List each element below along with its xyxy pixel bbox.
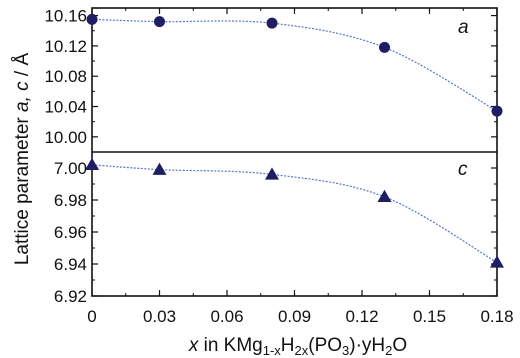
panel-c-data-point (152, 162, 167, 175)
panel-a-data-point (491, 105, 503, 117)
x-axis-title: x in KMg1-xH2x(PO3)·yH2O (188, 335, 407, 358)
x-tick-label: 0 (87, 307, 96, 326)
x-axis-title-sub-1: 1-x (263, 343, 282, 358)
x-tick-label: 0.18 (480, 307, 513, 326)
panel-a-data-point (266, 17, 278, 29)
fit-curves (91, 18, 498, 263)
panel-c-tag: c (458, 159, 468, 180)
ticks (91, 8, 498, 297)
x-axis-title-var: x (188, 335, 200, 356)
panel-a-y-tick-label: 10.16 (44, 7, 87, 26)
panel-c-y-tick-label: 6.96 (54, 223, 87, 242)
panel-c-data-point (265, 167, 279, 180)
panel-a-data-point (379, 41, 390, 53)
x-axis-title-sub-2: 2x (295, 343, 309, 358)
panel-a-data-point (86, 13, 98, 25)
axes (91, 7, 498, 297)
x-axis-title-formula-4: )·yH (349, 335, 385, 356)
panel-a-tag: a (458, 17, 469, 38)
data-markers (85, 13, 504, 268)
panel-a-y-tick-label: 10.04 (44, 98, 87, 117)
y-axis-title-params: a, c (12, 81, 33, 112)
panel-c-data-point (85, 157, 99, 171)
x-tick-label: 0.15 (413, 307, 446, 326)
x-axis-title-formula-1: in KMg (198, 335, 262, 356)
y-axis-title-unit: / Å (12, 53, 33, 82)
x-axis-title-formula-3: (PO (308, 335, 342, 356)
x-axis-title-formula-2: H (281, 335, 295, 356)
x-axis-title-sub-4: 2 (385, 343, 392, 358)
x-axis-title-formula-5: O (392, 335, 407, 356)
panel-a-data-point (154, 16, 165, 28)
x-tick-label: 0.06 (210, 307, 243, 326)
panel-a-y-tick-label: 10.12 (44, 37, 87, 56)
x-tick-label: 0.09 (278, 307, 311, 326)
panel-c-data-point (377, 189, 392, 203)
panel-c-data-point (490, 255, 504, 268)
panel-c-y-tick-label: 6.98 (54, 191, 87, 210)
tick-labels: 0 0.03 0.06 0.09 0.12 0.15 0.18 10.16 10.12 10.08… (44, 7, 513, 326)
x-tick-label: 0.03 (143, 307, 176, 326)
panel-a-y-tick-label: 10.08 (44, 67, 87, 86)
y-axis-title-prefix: Lattice parameter (12, 112, 33, 265)
panel-c-y-tick-label: 7.00 (54, 159, 87, 178)
x-tick-label: 0.12 (345, 307, 378, 326)
panel-c-y-tick-label: 6.94 (54, 255, 87, 274)
panel-a-y-tick-label: 10.00 (44, 128, 87, 147)
x-axis-title-sub-3: 3 (342, 343, 349, 358)
panel-c-y-tick-label: 6.92 (54, 287, 87, 306)
y-axis-title: Lattice parameter a, c / Å (12, 53, 33, 266)
panel-a-fit-curve (91, 18, 498, 112)
panel-c-fit-curve (91, 164, 498, 263)
